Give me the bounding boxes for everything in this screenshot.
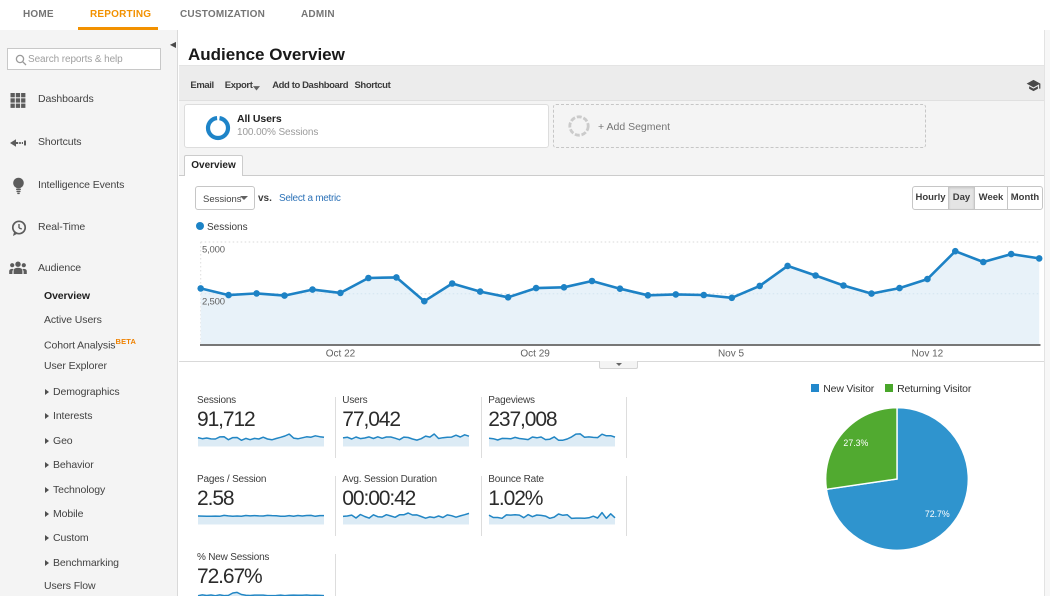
svg-text:27.3%: 27.3% <box>843 438 868 448</box>
svg-text:Oct 22: Oct 22 <box>326 349 356 360</box>
svg-text:Nov 12: Nov 12 <box>912 349 944 360</box>
svg-text:72.7%: 72.7% <box>925 509 950 519</box>
svg-text:2,500: 2,500 <box>202 297 225 308</box>
svg-text:Oct 29: Oct 29 <box>520 349 550 360</box>
svg-text:5,000: 5,000 <box>202 245 225 256</box>
svg-text:Nov 5: Nov 5 <box>718 349 745 360</box>
